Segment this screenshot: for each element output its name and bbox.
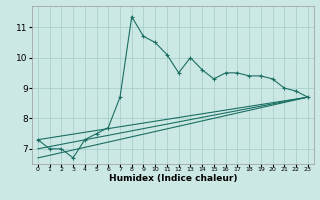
- X-axis label: Humidex (Indice chaleur): Humidex (Indice chaleur): [108, 174, 237, 183]
